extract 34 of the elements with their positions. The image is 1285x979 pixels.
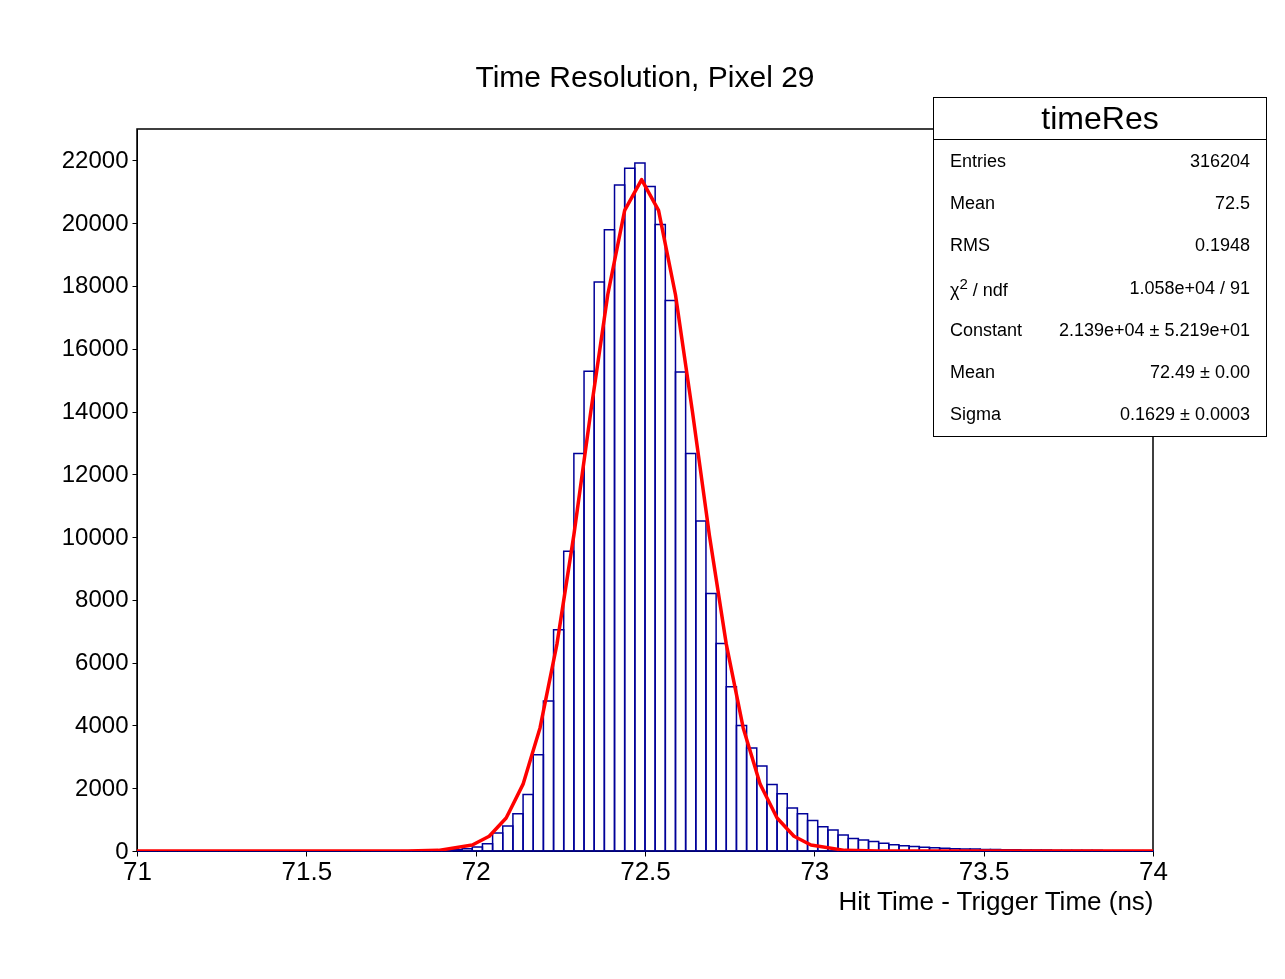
x-tick-label: 71.5 bbox=[281, 855, 333, 886]
annotation: Sigma bbox=[950, 404, 1002, 426]
annotation: χ$^{2}$ / ndf bbox=[950, 275, 1008, 302]
annotation: 72.49 ± 0.00 bbox=[1150, 362, 1250, 384]
y-tick-label: 4000 bbox=[75, 710, 129, 738]
y-tick-label: 12000 bbox=[61, 459, 129, 487]
annotation: Mean bbox=[950, 192, 996, 214]
x-tick-label: 72.5 bbox=[620, 855, 671, 886]
text: 0.1948 bbox=[1194, 235, 1250, 257]
y-tick-label: 6000 bbox=[75, 648, 129, 676]
y-tick-label: 16000 bbox=[61, 334, 129, 362]
text: 72.5 bbox=[1214, 192, 1250, 214]
annotation: Constant bbox=[950, 319, 1023, 341]
y-tick-label: 8000 bbox=[75, 585, 129, 613]
annotation: 1.058e+04 / 91 bbox=[1129, 277, 1250, 299]
x-tick-label: 72 bbox=[461, 855, 491, 886]
annotation: Entries bbox=[950, 150, 1007, 172]
x-tick-label: 73 bbox=[800, 855, 830, 886]
y-tick-label: 20000 bbox=[61, 208, 129, 236]
annotation: 2.139e+04 ± 5.219e+01 bbox=[1058, 319, 1250, 341]
legend-title: timeRes bbox=[934, 98, 1266, 140]
annotation: 0.1629 ± 0.0003 bbox=[1120, 404, 1250, 426]
text: 316204 bbox=[1189, 150, 1250, 172]
annotation: RMS bbox=[950, 235, 990, 257]
annotation: Mean bbox=[950, 362, 996, 384]
y-tick-label: 14000 bbox=[61, 397, 129, 425]
y-tick-label: 18000 bbox=[61, 271, 129, 299]
x-tick-label: 74 bbox=[1139, 855, 1168, 886]
y-tick-label: 22000 bbox=[61, 145, 129, 173]
x-tick-label: 73.5 bbox=[958, 855, 1010, 886]
x-axis-title: Hit Time - Trigger Time (ns) bbox=[838, 885, 1154, 916]
y-tick-label: 2000 bbox=[75, 773, 129, 801]
chart-title: Time Resolution, Pixel 29 bbox=[475, 60, 815, 93]
y-tick-label: 10000 bbox=[61, 522, 129, 550]
